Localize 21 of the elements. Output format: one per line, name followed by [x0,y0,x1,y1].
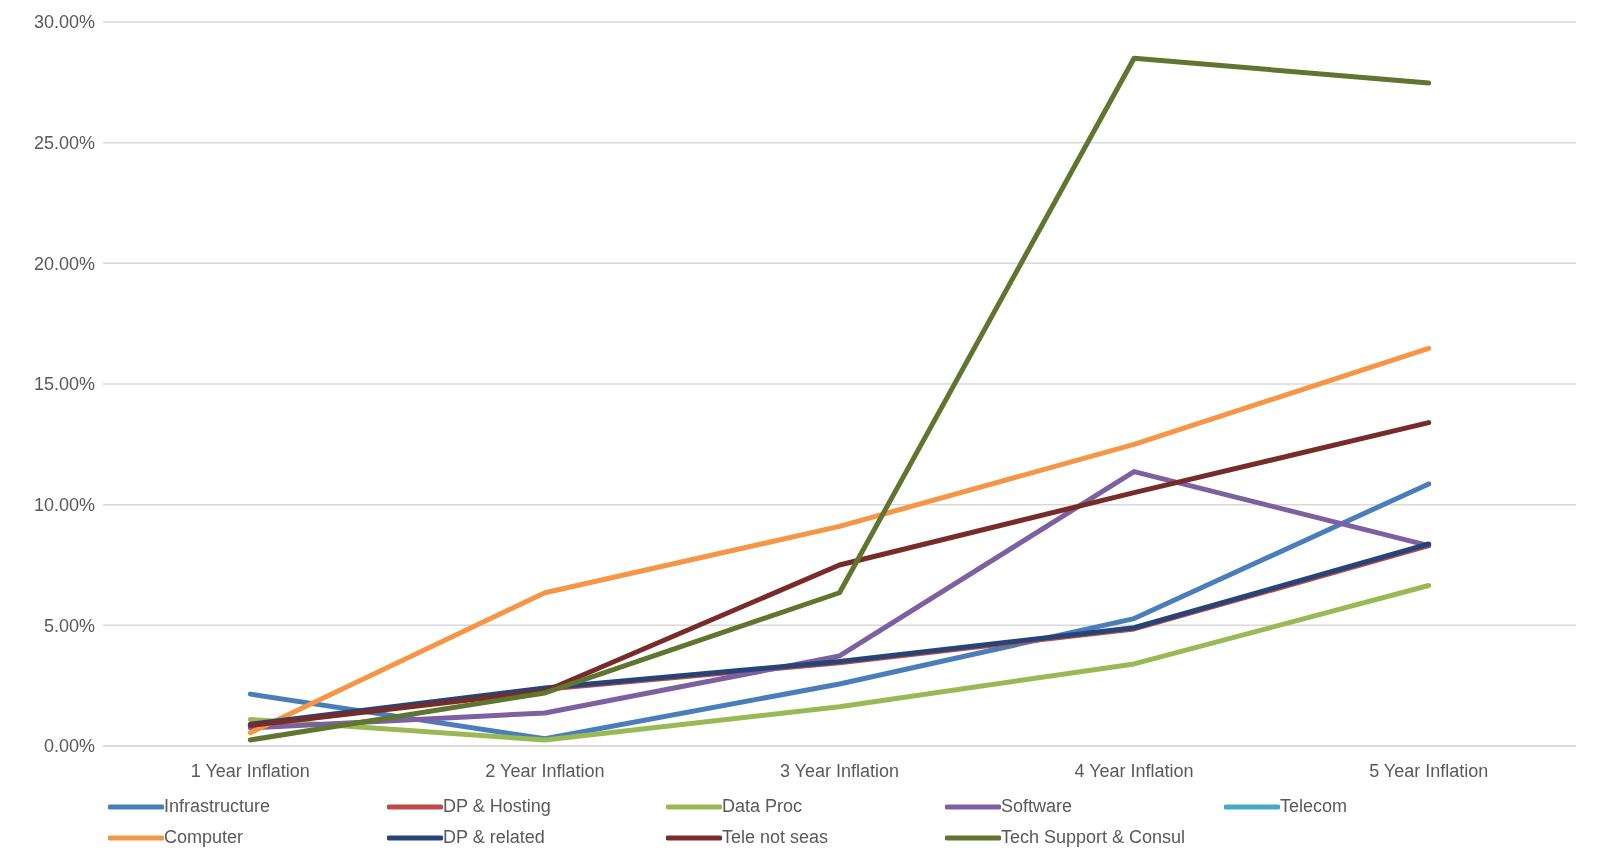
legend-label: Computer [164,827,244,848]
legend-label: Tele not seas [722,827,829,848]
legend-label: Data Proc [722,796,803,817]
legend-label: Telecom [1280,796,1348,817]
legend-label: DP & related [443,827,545,848]
x-tick-label: 3 Year Inflation [779,760,900,781]
y-tick-label: 10.00% [33,495,95,516]
y-tick-label: 20.00% [33,253,95,274]
legend-label: Infrastructure [164,796,271,817]
y-tick-label: 0.00% [43,736,95,757]
legend-label: DP & Hosting [443,796,551,817]
legend-label: Software [1001,796,1073,817]
x-tick-label: 2 Year Inflation [485,760,605,781]
y-tick-label: 5.00% [43,615,95,636]
y-tick-label: 15.00% [33,374,95,395]
x-tick-label: 4 Year Inflation [1074,760,1194,781]
y-tick-label: 30.00% [33,12,95,33]
y-tick-label: 25.00% [33,133,95,154]
x-tick-label: 1 Year Inflation [190,760,310,781]
x-tick-label: 5 Year Inflation [1369,760,1489,781]
legend-label: Tech Support & Consul [1001,827,1186,848]
